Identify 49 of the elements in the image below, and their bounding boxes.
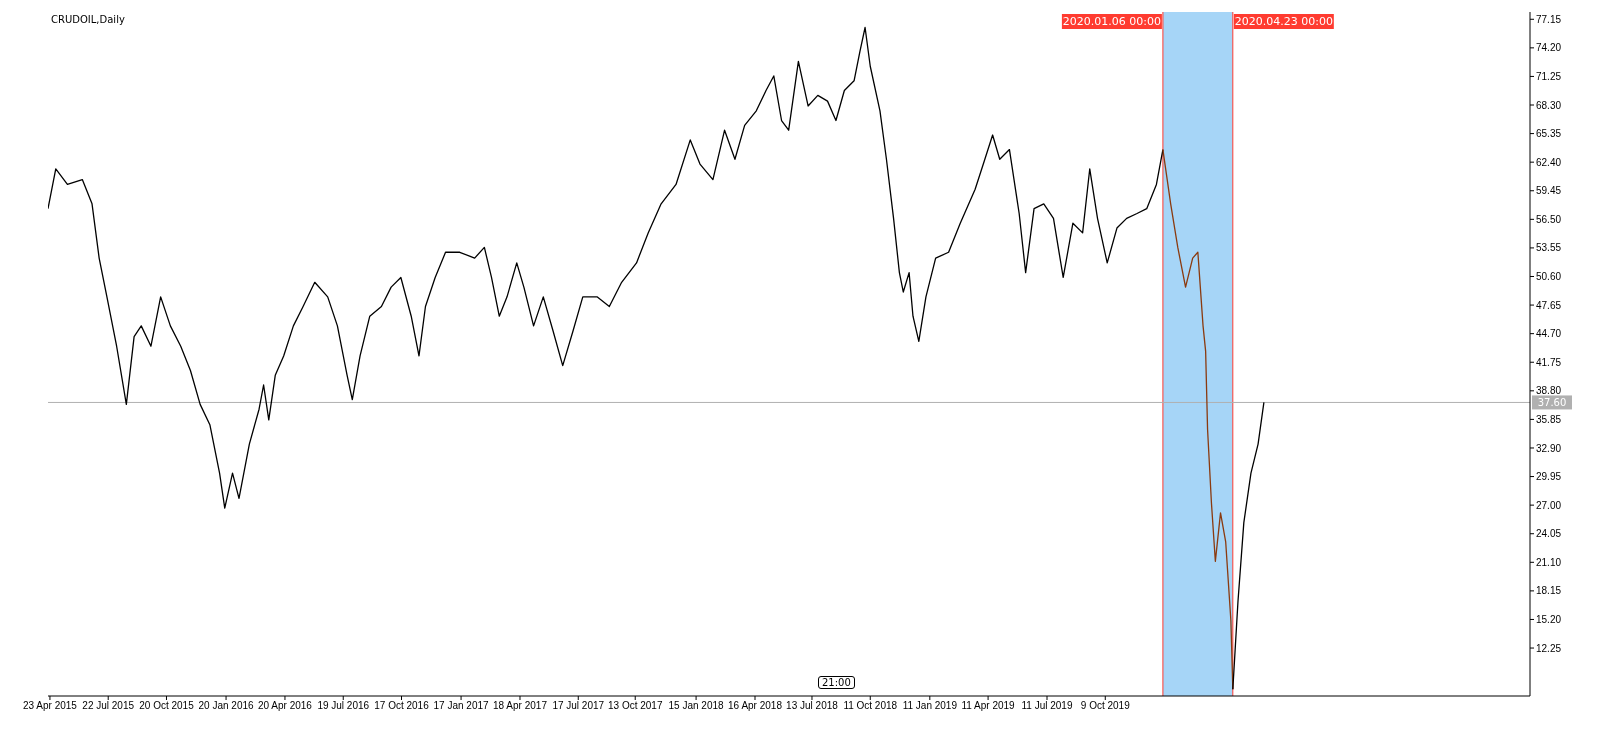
x-tick-label: 13 Oct 2017 xyxy=(607,700,663,712)
x-tick-label: 19 Jul 2016 xyxy=(317,700,370,712)
x-tick-label: 11 Oct 2018 xyxy=(843,700,898,712)
x-tick-label: 11 Apr 2019 xyxy=(961,700,1016,712)
y-tick-label: 50.60 xyxy=(1536,271,1562,283)
y-tick-label: 62.40 xyxy=(1536,156,1562,168)
y-tick-label: 71.25 xyxy=(1536,70,1562,82)
y-tick-label: 56.50 xyxy=(1536,213,1562,225)
line-series xyxy=(1232,401,1265,690)
y-tick-label: 35.85 xyxy=(1536,413,1562,425)
x-tick-label: 20 Jan 2016 xyxy=(198,700,254,712)
x-tick-label: 11 Jan 2019 xyxy=(902,700,958,712)
x-tick-label: 11 Jul 2019 xyxy=(1021,700,1073,712)
y-tick-label: 77.15 xyxy=(1536,13,1562,25)
x-tick-label: 20 Apr 2016 xyxy=(258,700,313,712)
x-tick-label: 15 Jan 2018 xyxy=(668,700,725,712)
ref-line-label: 2020.04.23 00:00 xyxy=(1234,15,1333,28)
y-tick-label: 59.45 xyxy=(1536,185,1562,197)
y-tick-label: 15.20 xyxy=(1536,614,1562,626)
y-tick-label: 38.80 xyxy=(1536,385,1562,397)
y-tick-label: 68.30 xyxy=(1536,99,1562,111)
y-tick-label: 41.75 xyxy=(1536,356,1562,368)
ref-line-label: 37.60 xyxy=(1537,397,1567,409)
y-tick-label: 18.15 xyxy=(1536,585,1562,597)
x-tick-label: 18 Apr 2017 xyxy=(493,700,548,712)
y-tick-label: 32.90 xyxy=(1536,442,1562,454)
y-tick-label: 44.70 xyxy=(1536,328,1562,340)
ref-line-label: 2020.01.06 00:00 xyxy=(1062,15,1161,28)
y-tick-label: 74.20 xyxy=(1536,42,1562,54)
y-tick-label: 29.95 xyxy=(1536,471,1562,483)
y-tick-label: 21.10 xyxy=(1536,556,1562,568)
y-tick-label: 24.05 xyxy=(1536,528,1562,540)
x-tick-label: 23 Apr 2015 xyxy=(22,700,78,712)
x-tick-label: 13 Jul 2018 xyxy=(786,700,839,712)
y-tick-label: 65.35 xyxy=(1536,128,1562,140)
chart-title: CRUDOIL,Daily xyxy=(51,14,125,25)
annotation: 21:00 xyxy=(818,676,855,689)
y-tick-label: 27.00 xyxy=(1536,499,1562,511)
x-tick-label: 20 Oct 2015 xyxy=(139,700,195,712)
y-tick-label: 47.65 xyxy=(1536,299,1562,311)
line-series xyxy=(48,26,1164,509)
x-tick-label: 17 Oct 2016 xyxy=(374,700,430,712)
x-tick-label: 16 Apr 2018 xyxy=(728,700,783,712)
x-tick-label: 22 Jul 2015 xyxy=(82,700,135,712)
x-tick-label: 9 Oct 2019 xyxy=(1080,700,1131,712)
y-tick-label: 53.55 xyxy=(1536,242,1562,254)
y-tick-label: 12.25 xyxy=(1536,642,1562,654)
x-tick-label: 17 Jan 2017 xyxy=(433,700,490,712)
x-tick-label: 17 Jul 2017 xyxy=(552,700,605,712)
